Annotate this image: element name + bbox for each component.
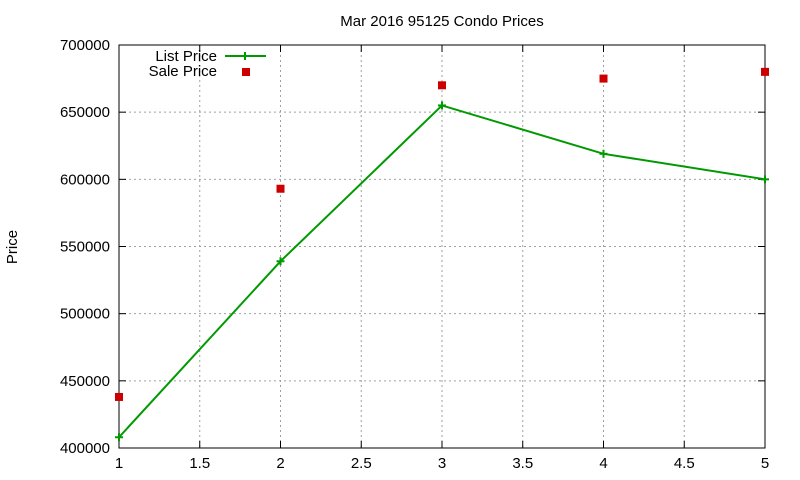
point-list-price bbox=[276, 257, 285, 266]
chart-title: Mar 2016 95125 Condo Prices bbox=[340, 13, 543, 30]
point-list-price bbox=[115, 433, 123, 442]
y-tick-label: 400000 bbox=[60, 440, 110, 457]
point-sale-price bbox=[761, 67, 769, 76]
point-list-price bbox=[438, 101, 446, 110]
y-tick-label: 650000 bbox=[60, 104, 110, 121]
y-tick-label: 600000 bbox=[60, 171, 110, 188]
legend: List Price Sale Price bbox=[149, 48, 266, 80]
point-list-price bbox=[761, 175, 769, 184]
x-tick-label: 2 bbox=[276, 455, 284, 472]
y-tick-label: 550000 bbox=[60, 239, 110, 256]
x-tick-label: 1.5 bbox=[189, 455, 210, 472]
point-sale-price bbox=[276, 184, 285, 193]
point-sale-price bbox=[599, 74, 608, 83]
x-tick-label: 2.5 bbox=[351, 455, 372, 472]
y-tick-label: 700000 bbox=[60, 37, 110, 54]
point-sale-price bbox=[438, 81, 446, 90]
point-list-price bbox=[599, 149, 608, 158]
x-tick-label: 4.5 bbox=[674, 455, 695, 472]
x-tick-label: 4 bbox=[599, 455, 607, 472]
y-axis-label: Price bbox=[4, 230, 21, 264]
legend-label-sale-price: Sale Price bbox=[149, 63, 217, 80]
legend-swatch-sale-price bbox=[242, 68, 250, 76]
x-tick-label: 3.5 bbox=[512, 455, 533, 472]
x-tick-label: 3 bbox=[438, 455, 446, 472]
point-sale-price bbox=[115, 392, 123, 401]
y-tick-label: 500000 bbox=[60, 306, 110, 323]
x-tick-label: 1 bbox=[115, 455, 123, 472]
y-tick-label: 450000 bbox=[60, 373, 110, 390]
series bbox=[115, 67, 769, 442]
legend-label-list-price: List Price bbox=[155, 48, 217, 65]
grid bbox=[119, 45, 765, 448]
axis-ticks: 1 1.5 2 2.5 3 3.5 4 4.5 5 400000 450000 500000 55000… bbox=[60, 37, 769, 472]
legend-swatches bbox=[225, 52, 266, 76]
x-tick-label: 5 bbox=[761, 455, 769, 472]
